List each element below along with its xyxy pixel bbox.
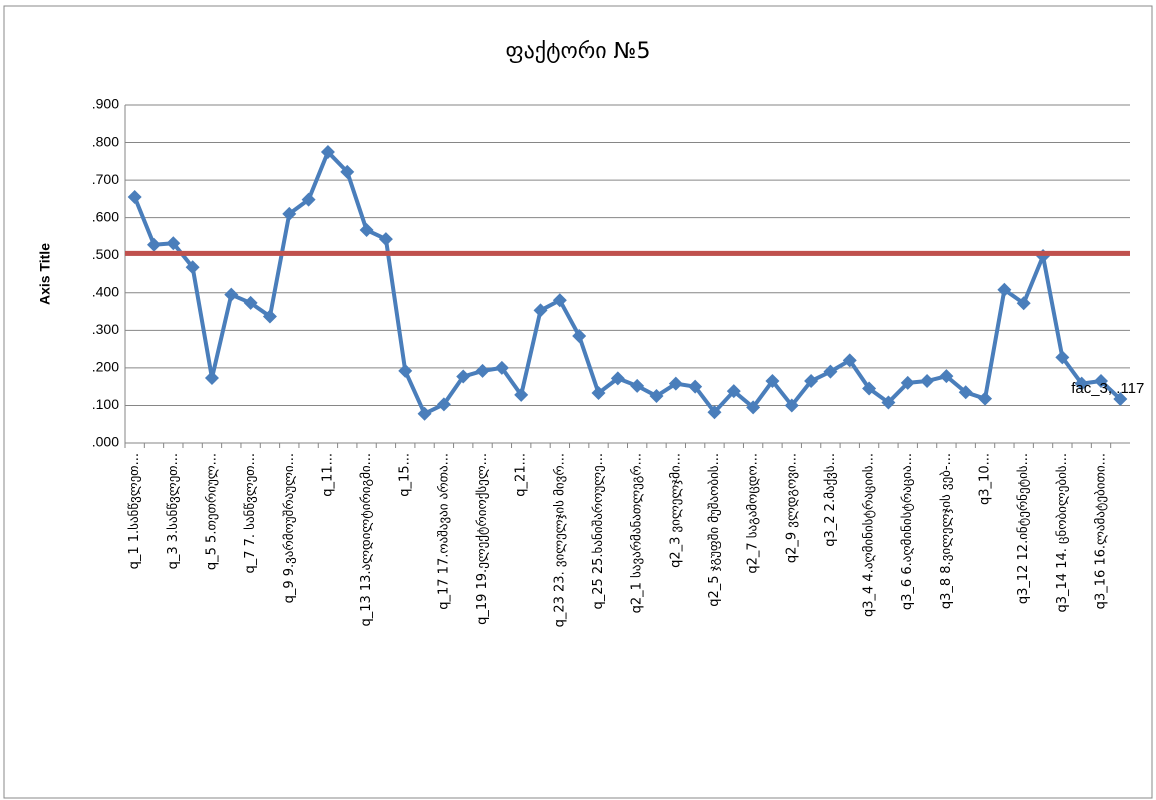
x-tick-label: q_9 9.ვარმოუშრაული... — [282, 453, 297, 603]
x-tick-label: q3_2 2.მაქვს... — [823, 453, 838, 547]
marker — [417, 406, 432, 421]
y-tick-label: .600 — [92, 208, 119, 224]
marker — [301, 192, 316, 207]
marker — [920, 374, 935, 389]
marker — [456, 369, 471, 384]
x-tick-label: q3_16 16.ლამატებითი... — [1094, 453, 1109, 609]
marker — [166, 236, 181, 251]
x-tick-label: q_7 7. სანწვლეთ... — [243, 453, 258, 574]
marker — [436, 397, 451, 412]
y-tick-label: .300 — [92, 321, 119, 337]
marker — [726, 384, 741, 399]
marker — [340, 164, 355, 179]
y-tick-label: .800 — [92, 133, 119, 149]
marker — [591, 386, 606, 401]
x-tick-label: q3_14 14. ცნობილების... — [1055, 453, 1070, 613]
marker — [784, 398, 799, 413]
x-tick-label: q2_9 ვლდგოვი... — [784, 453, 799, 563]
x-tick-label: q3_12 12.ინტერნეტის... — [1016, 453, 1031, 604]
data-annotation: fac_3, .117 — [1071, 380, 1144, 397]
x-tick-label: q_21... — [514, 453, 529, 497]
marker — [823, 364, 838, 379]
marker — [997, 282, 1012, 297]
y-tick-label: .200 — [92, 359, 119, 375]
marker — [842, 353, 857, 368]
marker — [900, 375, 915, 390]
marker — [224, 287, 239, 302]
marker — [765, 374, 780, 389]
marker — [359, 223, 374, 238]
x-tick-label: q2_5 ჯგუფში მუშაობის... — [707, 453, 722, 607]
y-tick-label: .500 — [92, 246, 119, 262]
marker — [572, 328, 587, 343]
y-tick-label: .900 — [92, 96, 119, 112]
marker — [804, 374, 819, 389]
x-tick-label: q3_8 8.ვილელჯის ვებ-... — [939, 453, 954, 609]
x-tick-label: q_3 3.სანწვლეთ... — [166, 453, 181, 569]
x-tick-label: q_19 19.ელექტრიოქსელ... — [475, 453, 490, 625]
y-tick-label: .100 — [92, 396, 119, 412]
x-tick-label: q3_6 6.აღმინისტრაცია... — [900, 453, 915, 610]
marker — [978, 391, 993, 406]
marker — [127, 190, 142, 205]
marker — [862, 381, 877, 396]
marker — [649, 389, 664, 404]
y-tick-label: .700 — [92, 171, 119, 187]
marker — [707, 405, 722, 420]
marker — [282, 206, 297, 221]
x-tick-label: q_25 25.ხანიშაროულე... — [591, 453, 606, 610]
x-tick-label: q_5 5.თეთრიულ... — [204, 453, 219, 570]
x-tick-label: q_1 1.სანწვლეთ... — [127, 453, 142, 569]
marker — [958, 385, 973, 400]
marker — [243, 295, 258, 310]
marker — [1113, 392, 1128, 407]
marker — [1094, 374, 1109, 389]
marker — [398, 363, 413, 378]
marker — [378, 232, 393, 247]
marker — [939, 369, 954, 384]
marker — [514, 387, 529, 402]
x-tick-label: q_23 23. ვილელჯის მივრ... — [552, 453, 567, 627]
y-tick-label: .400 — [92, 283, 119, 299]
marker — [552, 293, 567, 308]
x-tick-label: q2_7 საგამოცდო... — [746, 453, 761, 574]
chart-title: ფაქტორი №5 — [505, 39, 650, 64]
marker — [320, 144, 335, 159]
marker — [146, 237, 161, 252]
x-tick-label: q2_1 სავარმანათლეგრ... — [630, 453, 645, 613]
marker — [610, 371, 625, 386]
marker — [185, 260, 200, 275]
x-tick-label: q_13 13.ალდილტირიგმი... — [359, 453, 374, 627]
marker — [533, 303, 548, 318]
y-tick-label: .000 — [92, 434, 119, 450]
series-line — [132, 149, 1122, 416]
marker — [262, 309, 277, 324]
x-tick-label: q_17 17.ოაშავაი ართა... — [436, 453, 451, 610]
marker — [668, 376, 683, 391]
x-tick-label: q2_3 ვილელჯმი... — [668, 453, 683, 568]
marker — [1055, 350, 1070, 365]
marker — [881, 395, 896, 410]
marker — [630, 378, 645, 393]
y-axis-title: Axis Title — [37, 243, 53, 305]
marker — [746, 400, 761, 415]
x-tick-label: q3_10... — [978, 453, 993, 505]
marker — [204, 371, 219, 386]
x-tick-label: q_11... — [320, 453, 335, 497]
marker — [1074, 376, 1089, 391]
marker — [475, 363, 490, 378]
marker — [1016, 296, 1031, 311]
chart-frame — [3, 5, 1153, 799]
x-tick-label: q3_4 4.აღმინისტრაციის... — [862, 453, 877, 617]
marker — [688, 379, 703, 394]
x-tick-label: q_15... — [398, 453, 413, 497]
marker — [494, 360, 509, 375]
